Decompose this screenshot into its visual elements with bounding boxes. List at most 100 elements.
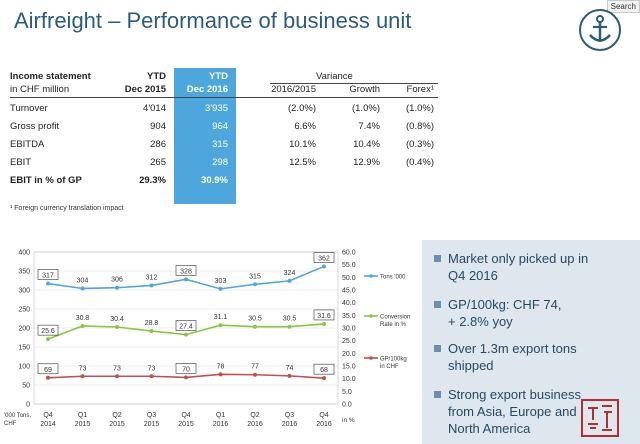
y-right-tick-label: 15.0 [342, 364, 356, 371]
data-label: 328 [180, 268, 192, 275]
data-label-box [313, 252, 335, 263]
bullet-line: + 2.8% yoy [448, 314, 513, 329]
y-right-tick-label: 0.0 [342, 402, 352, 409]
data-label: 312 [146, 274, 158, 281]
data-label: 78 [217, 363, 225, 370]
data-label-box [37, 269, 59, 280]
performance-chart: 0 50 100 150 200 250 300 350 400 0.0 5.0 10.0 15.0 20… [4, 250, 410, 429]
header-variance: Variance [316, 71, 353, 82]
bullet-square-icon [434, 391, 441, 398]
row-variance: 12.5% [289, 157, 316, 168]
table-row: EBIT in % of GP 29.3% 30.9% [10, 174, 440, 188]
data-point [115, 285, 119, 290]
data-label-box [37, 363, 59, 375]
header-unit: in CHF million [10, 84, 70, 95]
data-label-box [175, 363, 197, 374]
data-label: 77 [251, 364, 259, 371]
row-label: EBIT in % of GP [10, 175, 82, 186]
y-right-tick-label: 45.0 [342, 288, 356, 295]
data-label: 30.5 [283, 316, 297, 323]
row-ytd15: 904 [150, 121, 166, 132]
data-point [287, 324, 292, 329]
y-right-tick-label: 35.0 [342, 313, 356, 320]
data-point [184, 375, 188, 380]
search-button[interactable]: Search [606, 0, 640, 13]
legend-label: Tons '000 [380, 275, 406, 281]
data-point [46, 337, 50, 342]
y-right-tick-label: 25.0 [342, 338, 356, 345]
data-point [149, 329, 154, 334]
x-tick-label: 2016 [213, 421, 229, 428]
x-tick-label: 2016 [316, 421, 332, 428]
y-right-tick-label: 40.0 [342, 300, 356, 307]
variance-underline [270, 83, 438, 84]
data-label: 303 [215, 278, 227, 285]
data-point [149, 283, 154, 288]
data-label-box [313, 363, 335, 375]
x-axis-note: '000 Tons, [4, 413, 31, 419]
data-label-box [313, 309, 335, 321]
legend-label: Rate in % [380, 322, 407, 328]
row-ytd16: 298 [212, 157, 228, 168]
y-left-tick-label: 50 [22, 383, 30, 390]
row-ytd16: 3'935 [205, 103, 228, 114]
bullet-line: shipped [448, 358, 494, 373]
data-label: 304 [77, 277, 89, 284]
data-point [184, 277, 188, 282]
row-ytd16: 30.9% [201, 175, 228, 186]
row-label: EBITDA [10, 139, 45, 150]
row-growth: 10.4% [353, 139, 380, 150]
y-right-tick-label: 10.0 [342, 376, 356, 383]
x-tick-label: Q4 [181, 412, 190, 419]
header-col-b: Growth [349, 84, 380, 95]
data-label: 27.4 [179, 324, 193, 331]
data-point [287, 278, 292, 283]
bullet-point: Market only picked up in Q4 2016 [434, 250, 588, 284]
key-points-panel: Market only picked up in Q4 2016 GP/100kg:… [422, 240, 640, 444]
page-title: Airfreight – Performance of business uni… [14, 8, 412, 33]
data-point [287, 373, 292, 378]
bullet-square-icon [434, 301, 441, 308]
data-point [46, 375, 50, 380]
header-ytd15-period: Dec 2015 [124, 84, 166, 95]
table-footnote: ¹ Foreign currency translation impact [10, 205, 124, 212]
data-point [253, 324, 257, 329]
x-tick-label: Q2 [250, 412, 259, 419]
data-point [46, 281, 50, 286]
seal-stamp-icon [581, 399, 619, 437]
row-forex: (0.4%) [406, 157, 434, 168]
data-label: 324 [284, 270, 296, 277]
bullet-line: North America [448, 421, 531, 436]
header-col-a: 2016/2015 [271, 84, 316, 95]
data-label: 315 [249, 273, 261, 280]
data-point [322, 376, 326, 381]
data-label: 73 [79, 365, 87, 372]
y-right-tick-label: 5.0 [342, 389, 352, 396]
bullet-line: Market only picked up in [448, 251, 589, 266]
row-forex: (0.3%) [406, 139, 434, 150]
legend-label: Conversion [380, 315, 410, 321]
bullet-text: Market only picked up in Q4 2016 [448, 250, 588, 284]
x-tick-label: Q4 [43, 412, 52, 419]
bullet-square-icon [434, 255, 441, 262]
data-point [322, 264, 326, 269]
y-right-unit: in % [342, 417, 355, 424]
ytd-2016-highlight [174, 68, 236, 204]
table-row: EBITDA 286 315 10.1% 10.4% (0.3%) [10, 138, 440, 152]
bullet-line: Over 1.3m export tons [448, 341, 577, 356]
x-tick-label: Q3 [147, 412, 156, 419]
data-point [253, 282, 257, 287]
x-tick-label: Q1 [216, 412, 225, 419]
data-label: 306 [111, 277, 123, 284]
data-label: 70 [182, 366, 190, 373]
table-row: EBIT 265 298 12.5% 12.9% (0.4%) [10, 156, 440, 170]
data-label-box [175, 320, 197, 331]
row-growth: (1.0%) [352, 103, 380, 114]
data-point [218, 372, 223, 377]
anchor-logo-icon [579, 9, 621, 51]
header-divider [10, 97, 438, 98]
data-label-box [175, 265, 197, 276]
x-tick-label: 2016 [282, 421, 298, 428]
x-tick-label: Q4 [319, 412, 328, 419]
row-label: EBIT [10, 157, 32, 168]
